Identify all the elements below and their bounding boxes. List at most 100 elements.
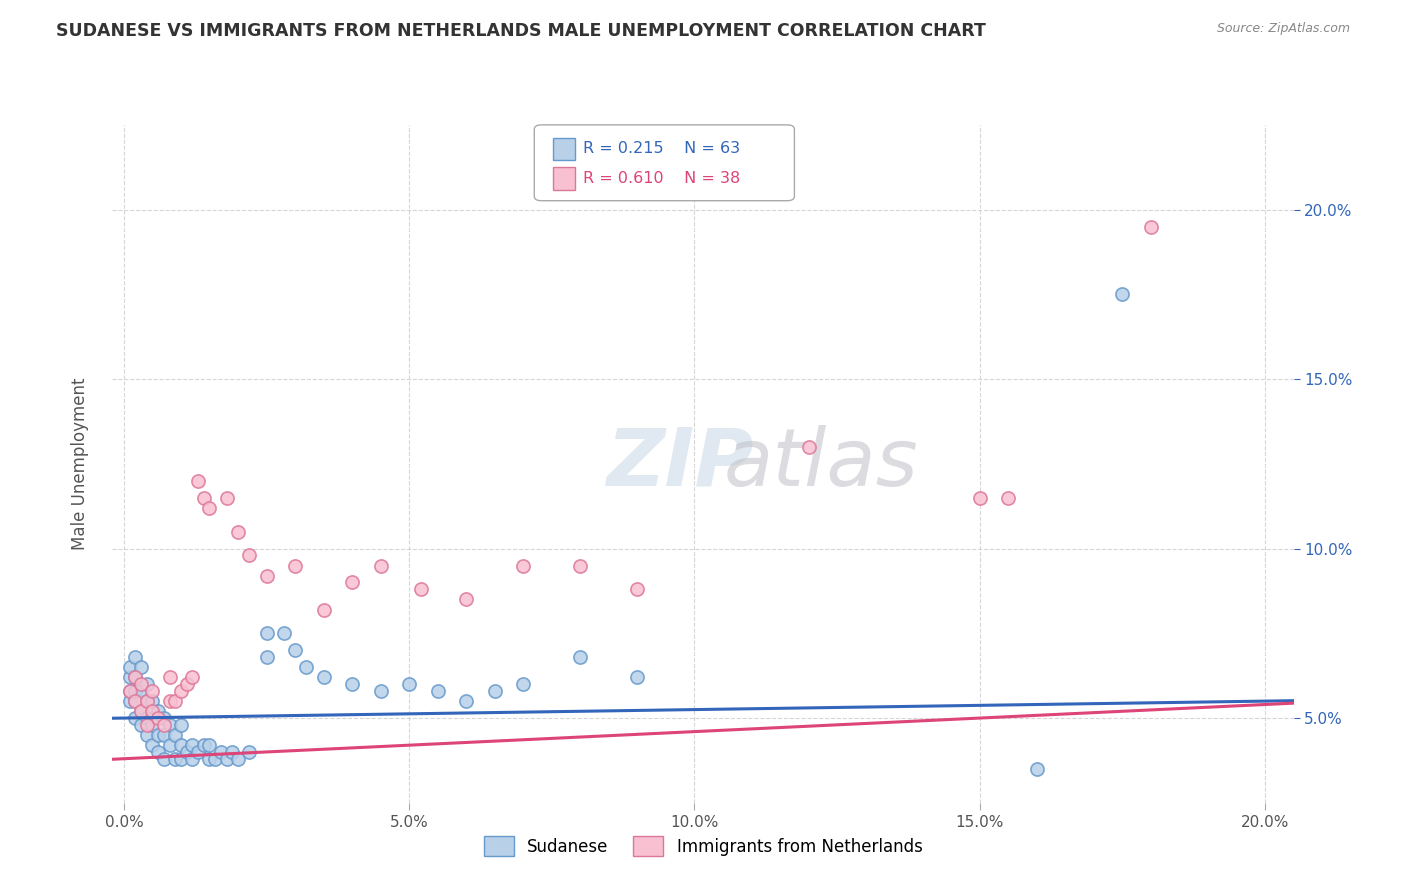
Point (215, 491, 238, 505)
Point (153, 718, 176, 732)
Point (159, 670, 181, 684)
Point (159, 718, 181, 732)
Point (187, 745, 209, 759)
Point (284, 558, 307, 573)
Point (170, 752, 193, 766)
Point (129, 660, 152, 674)
Point (484, 684, 506, 698)
Point (135, 711, 157, 725)
Point (124, 694, 146, 708)
Point (626, 670, 648, 684)
Point (165, 728, 187, 742)
Point (409, 582, 432, 597)
Point (129, 704, 152, 718)
Point (153, 728, 176, 742)
Point (129, 677, 152, 691)
Point (215, 752, 238, 766)
Point (209, 745, 232, 759)
Point (176, 745, 198, 759)
Point (118, 670, 141, 684)
Point (193, 491, 215, 505)
Point (181, 752, 204, 766)
Y-axis label: Male Unemployment: Male Unemployment (70, 377, 89, 550)
Point (198, 500, 221, 515)
Point (226, 752, 249, 766)
Point (165, 752, 187, 766)
Point (146, 711, 169, 725)
Point (256, 626, 278, 640)
Point (370, 684, 392, 698)
Point (198, 738, 221, 752)
Point (256, 650, 278, 665)
Point (284, 643, 307, 657)
Point (340, 575, 363, 590)
Point (124, 694, 146, 708)
Point (170, 718, 193, 732)
Point (129, 684, 152, 698)
Point (118, 684, 141, 698)
Point (626, 582, 648, 597)
Point (221, 745, 243, 759)
Point (118, 694, 141, 708)
Point (398, 677, 420, 691)
Point (135, 718, 157, 732)
Point (176, 677, 198, 691)
Point (124, 670, 146, 684)
Point (124, 650, 146, 665)
Point (170, 738, 193, 752)
Point (165, 694, 187, 708)
Point (193, 738, 215, 752)
Point (146, 745, 169, 759)
Text: ZIP: ZIP (606, 425, 754, 503)
Point (198, 752, 221, 766)
Point (569, 558, 592, 573)
Point (312, 670, 335, 684)
Point (118, 660, 141, 674)
Point (273, 626, 295, 640)
Point (129, 718, 152, 732)
Point (456, 592, 478, 607)
Point (153, 711, 176, 725)
Point (312, 602, 335, 616)
Point (512, 677, 534, 691)
Point (170, 684, 193, 698)
Point (146, 704, 169, 718)
Text: R = 0.610    N = 38: R = 0.610 N = 38 (583, 171, 741, 186)
Point (135, 694, 157, 708)
Point (456, 694, 478, 708)
Point (187, 474, 209, 488)
Point (238, 549, 260, 563)
Point (141, 704, 163, 718)
Point (256, 568, 278, 582)
Point (295, 660, 318, 674)
Point (569, 650, 592, 665)
Point (135, 694, 157, 708)
Point (1111, 287, 1133, 301)
Text: SUDANESE VS IMMIGRANTS FROM NETHERLANDS MALE UNEMPLOYMENT CORRELATION CHART: SUDANESE VS IMMIGRANTS FROM NETHERLANDS … (56, 22, 986, 40)
Point (124, 711, 146, 725)
Text: R = 0.215    N = 63: R = 0.215 N = 63 (583, 142, 741, 156)
Legend: Sudanese, Immigrants from Netherlands: Sudanese, Immigrants from Netherlands (477, 830, 929, 863)
Point (226, 524, 249, 539)
Point (124, 670, 146, 684)
Point (141, 694, 163, 708)
Point (238, 745, 260, 759)
Point (141, 684, 163, 698)
Point (124, 684, 146, 698)
Point (129, 704, 152, 718)
Point (135, 728, 157, 742)
Point (512, 558, 534, 573)
Point (969, 491, 991, 505)
Text: atlas: atlas (724, 425, 918, 503)
Point (118, 684, 141, 698)
Point (1140, 219, 1163, 234)
Point (181, 670, 204, 684)
Point (159, 694, 181, 708)
Point (146, 728, 169, 742)
Point (426, 684, 449, 698)
Point (340, 677, 363, 691)
Point (153, 752, 176, 766)
Point (141, 718, 163, 732)
Point (159, 738, 181, 752)
Point (204, 752, 226, 766)
